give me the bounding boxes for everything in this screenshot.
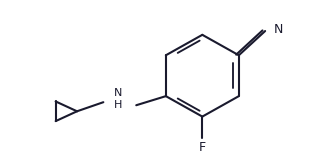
Text: N: N xyxy=(273,23,283,36)
Text: H: H xyxy=(114,100,122,110)
Text: F: F xyxy=(199,141,206,154)
Text: N: N xyxy=(114,88,122,98)
